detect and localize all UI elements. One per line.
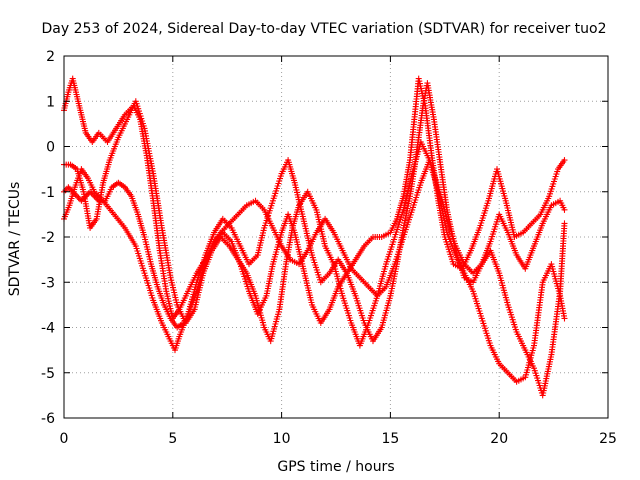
y-tick-label: 0 xyxy=(46,140,55,156)
y-axis-label: SDTVAR / TECUs xyxy=(7,182,23,297)
y-tick-label: -5 xyxy=(41,366,55,382)
y-tick-label: -2 xyxy=(41,230,55,246)
y-tick-label: -3 xyxy=(41,275,55,291)
y-tick-label: -1 xyxy=(41,185,55,201)
y-tick-label: 1 xyxy=(46,94,55,110)
y-tick-label: 2 xyxy=(46,49,55,65)
y-tick-label: -4 xyxy=(41,321,55,337)
x-tick-label: 5 xyxy=(168,431,177,447)
x-tick-label: 15 xyxy=(381,431,399,447)
x-tick-label: 20 xyxy=(490,431,508,447)
x-axis-label: GPS time / hours xyxy=(277,459,394,475)
x-tick-label: 0 xyxy=(60,431,69,447)
x-tick-label: 25 xyxy=(599,431,617,447)
x-tick-label: 10 xyxy=(273,431,291,447)
chart-title: Day 253 of 2024, Sidereal Day-to-day VTE… xyxy=(41,21,606,37)
axis-ticks: 0 5 10 15 20 25 -6 -5 -4 -3 -2 -1 0 1 2 xyxy=(41,49,617,447)
series-track-3 xyxy=(61,98,568,385)
y-tick-label: -6 xyxy=(41,411,55,427)
